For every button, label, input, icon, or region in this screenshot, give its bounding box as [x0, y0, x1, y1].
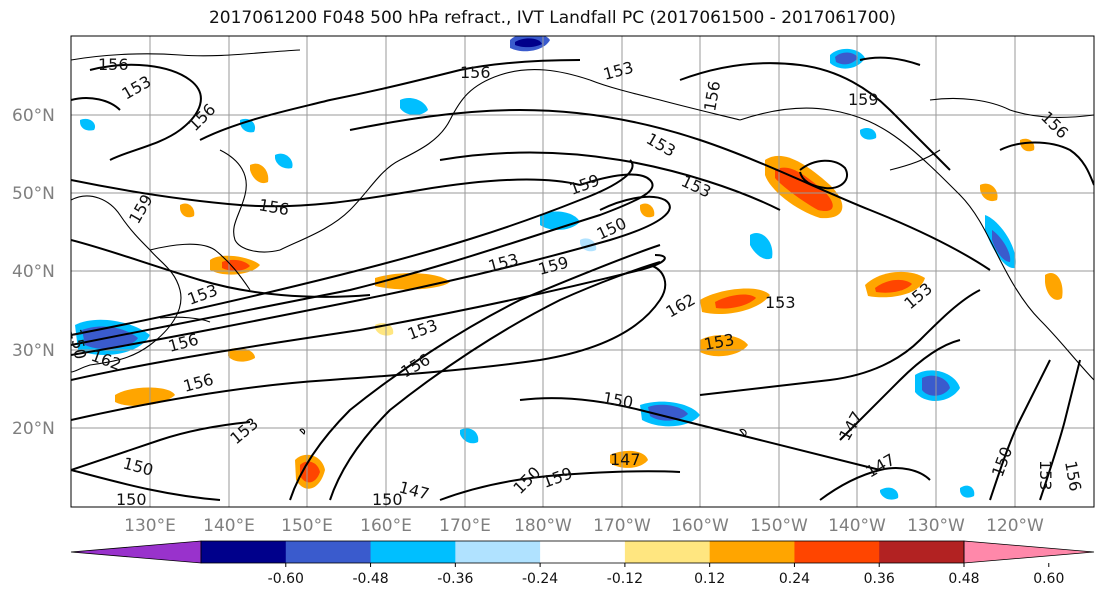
graticule: [71, 36, 1094, 507]
coastlines: [71, 49, 1094, 437]
lon-label: 170°W: [593, 516, 651, 536]
colorbar-extension-high: [963, 540, 1095, 564]
contour-label: 156: [460, 63, 491, 82]
lat-label: 60°N: [12, 106, 55, 126]
contour-label: 156: [98, 55, 129, 74]
colorbar-tick-label: 0.60: [1033, 571, 1064, 587]
lon-label: 140°W: [828, 516, 886, 536]
colorbar-extension-low: [70, 540, 202, 564]
lat-label: 30°N: [12, 341, 55, 361]
lon-label: 120°W: [986, 516, 1044, 536]
colorbar-tick-label: 0.12: [694, 571, 725, 587]
contour-label: 150: [66, 327, 90, 360]
geopotential-contours: [71, 56, 1094, 501]
map-title: 2017061200 F048 500 hPa refract., IVT La…: [208, 8, 896, 28]
map-frame: [70, 35, 1095, 508]
colorbar-bin: [709, 541, 795, 563]
lat-label: 20°N: [12, 419, 55, 439]
colorbar-bin: [370, 541, 456, 563]
colorbar-tick-label: 0.24: [779, 571, 810, 587]
latitude-labels: 60°N 50°N 40°N 30°N 20°N: [12, 106, 55, 439]
colorbar-tick-label: 0.48: [948, 571, 979, 587]
contour-label: 153: [1036, 460, 1055, 491]
lon-label: 170°E: [439, 516, 491, 536]
lat-label: 50°N: [12, 184, 55, 204]
lon-label: 160°E: [360, 516, 412, 536]
colorbar-bin: [624, 541, 711, 563]
lon-label: 180°W: [514, 516, 572, 536]
contour-label: 147: [610, 450, 641, 469]
colorbar-bin: [794, 541, 880, 563]
contour-label: 153: [765, 293, 796, 312]
colorbar-bin: [879, 541, 965, 563]
lon-label: 160°W: [671, 516, 729, 536]
colorbar-bin: [455, 541, 541, 563]
colorbar-bin: [201, 541, 287, 563]
lon-label: 140°E: [203, 516, 255, 536]
lat-label: 40°N: [12, 262, 55, 282]
contour-label: 150: [116, 490, 147, 509]
lon-label: 150°E: [281, 516, 333, 536]
colorbar-bin: [540, 541, 626, 563]
lon-label: 130°W: [907, 516, 965, 536]
lon-label: 130°E: [124, 516, 176, 536]
colorbar-tick-label: -0.24: [522, 571, 558, 587]
colorbar-bin: [285, 541, 372, 563]
colorbar: -0.60 -0.48 -0.36 -0.24 -0.12 0.12 0.24 0.36 0.4…: [70, 540, 1095, 587]
contour-label: 159: [848, 90, 879, 109]
longitude-labels: 130°E 140°E 150°E 160°E 170°E 180°W 170°…: [124, 516, 1044, 536]
colorbar-tick-label: -0.12: [607, 571, 643, 587]
colorbar-tick-label: -0.36: [437, 571, 473, 587]
colorbar-tick-label: -0.48: [352, 571, 388, 587]
lon-label: 150°W: [750, 516, 808, 536]
colorbar-tick-label: -0.60: [268, 571, 304, 587]
colorbar-tick-label: 0.36: [864, 571, 895, 587]
contour-label: 150: [372, 490, 403, 509]
colorbar-outline: [200, 540, 965, 564]
